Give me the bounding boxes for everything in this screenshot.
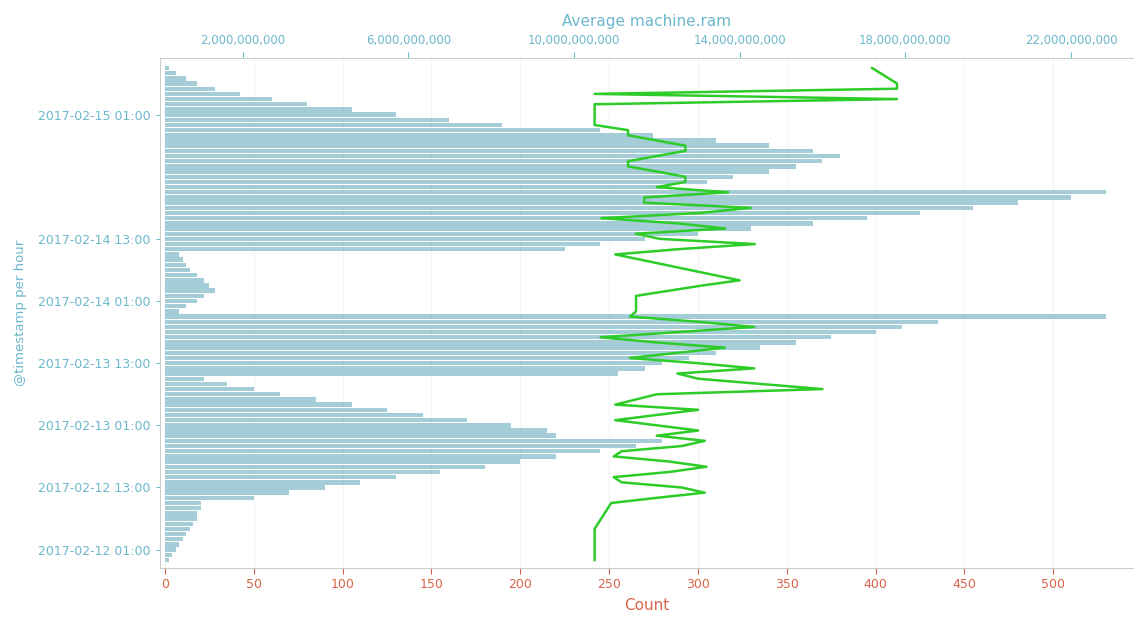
- Bar: [165, 470, 440, 474]
- Bar: [165, 517, 197, 521]
- Bar: [165, 475, 396, 479]
- Bar: [165, 345, 760, 350]
- Bar: [165, 465, 485, 469]
- Bar: [165, 506, 201, 510]
- Bar: [165, 278, 204, 283]
- Bar: [165, 268, 190, 272]
- Bar: [165, 247, 564, 251]
- Bar: [165, 211, 920, 215]
- Bar: [165, 460, 521, 464]
- Bar: [165, 361, 662, 366]
- Bar: [165, 288, 214, 293]
- Bar: [165, 97, 272, 102]
- Bar: [165, 444, 635, 448]
- Bar: [165, 398, 315, 402]
- Bar: [165, 180, 707, 184]
- Bar: [165, 242, 600, 246]
- Bar: [165, 195, 1071, 199]
- Bar: [165, 159, 822, 164]
- Bar: [165, 558, 169, 562]
- Bar: [165, 273, 197, 277]
- Bar: [165, 206, 974, 210]
- Bar: [165, 532, 186, 536]
- Bar: [165, 76, 186, 80]
- Bar: [165, 82, 197, 86]
- Bar: [165, 490, 289, 495]
- Bar: [165, 320, 938, 324]
- Bar: [165, 216, 867, 220]
- Bar: [165, 252, 179, 256]
- Bar: [165, 144, 768, 148]
- Bar: [165, 392, 281, 396]
- Bar: [165, 433, 556, 438]
- Bar: [165, 547, 175, 552]
- Bar: [165, 511, 197, 515]
- Bar: [165, 382, 227, 386]
- Bar: [165, 449, 600, 453]
- Bar: [165, 418, 467, 423]
- Bar: [165, 237, 645, 241]
- Bar: [165, 501, 201, 505]
- Bar: [165, 293, 204, 298]
- Bar: [165, 366, 645, 371]
- Bar: [165, 522, 194, 526]
- Bar: [165, 71, 175, 75]
- Bar: [165, 542, 179, 547]
- Bar: [165, 552, 172, 557]
- Bar: [165, 413, 422, 417]
- Bar: [165, 128, 600, 132]
- Bar: [165, 428, 547, 433]
- Bar: [165, 356, 689, 360]
- Bar: [165, 139, 716, 143]
- Bar: [165, 304, 186, 308]
- Bar: [165, 263, 186, 267]
- Bar: [165, 174, 733, 179]
- Bar: [165, 66, 169, 70]
- Bar: [165, 185, 671, 189]
- Bar: [165, 537, 182, 542]
- Bar: [165, 325, 903, 329]
- Bar: [165, 123, 502, 127]
- Bar: [165, 231, 697, 236]
- Bar: [165, 377, 204, 381]
- Bar: [165, 439, 662, 443]
- Bar: [165, 107, 351, 112]
- Bar: [165, 408, 387, 412]
- Bar: [165, 335, 832, 339]
- Bar: [165, 340, 796, 345]
- Bar: [165, 164, 796, 169]
- Bar: [165, 299, 197, 303]
- Bar: [165, 169, 768, 174]
- Y-axis label: @timestamp per hour: @timestamp per hour: [14, 240, 26, 386]
- Bar: [165, 454, 556, 458]
- X-axis label: Count: Count: [624, 598, 669, 613]
- Bar: [165, 258, 182, 262]
- X-axis label: Average machine.ram: Average machine.ram: [562, 14, 731, 29]
- Bar: [165, 221, 813, 226]
- Bar: [165, 309, 179, 314]
- Bar: [165, 403, 351, 407]
- Bar: [165, 133, 654, 137]
- Bar: [165, 423, 512, 428]
- Bar: [165, 495, 253, 500]
- Bar: [165, 201, 1017, 205]
- Bar: [165, 149, 813, 153]
- Bar: [165, 371, 618, 376]
- Bar: [165, 283, 210, 288]
- Bar: [165, 350, 716, 355]
- Bar: [165, 190, 1107, 194]
- Bar: [165, 387, 253, 391]
- Bar: [165, 480, 360, 485]
- Bar: [165, 87, 214, 91]
- Bar: [165, 112, 396, 117]
- Bar: [165, 485, 325, 490]
- Bar: [165, 118, 450, 122]
- Bar: [165, 102, 307, 107]
- Bar: [165, 527, 190, 531]
- Bar: [165, 314, 1107, 319]
- Bar: [165, 330, 875, 334]
- Bar: [165, 154, 840, 158]
- Bar: [165, 226, 751, 231]
- Bar: [165, 92, 240, 96]
